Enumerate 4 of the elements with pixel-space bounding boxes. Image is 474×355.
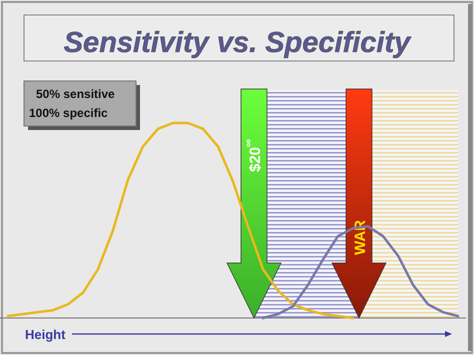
x-axis-title: Height [25, 327, 66, 342]
chart-title: Sensitivity vs. Specificity [64, 27, 412, 59]
text: 50% sensitive [36, 87, 116, 101]
text: 100% specific [29, 106, 108, 120]
